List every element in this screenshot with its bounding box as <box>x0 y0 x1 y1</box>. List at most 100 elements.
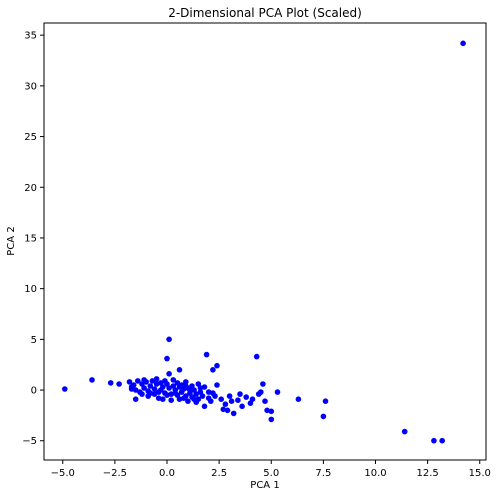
data-point <box>212 393 218 399</box>
data-point <box>147 383 154 389</box>
data-point <box>89 377 95 383</box>
y-tick-label: 10 <box>24 284 37 295</box>
y-axis-label: PCA 2 <box>6 226 17 255</box>
data-point <box>205 389 212 395</box>
data-point <box>228 398 235 405</box>
x-tick-label: 0.0 <box>159 468 175 479</box>
data-point <box>180 395 187 402</box>
data-point <box>268 408 275 415</box>
data-point <box>107 380 114 386</box>
data-point <box>208 398 214 405</box>
data-point <box>431 437 437 444</box>
data-point <box>439 437 446 444</box>
data-point <box>260 381 266 387</box>
data-point <box>193 391 199 397</box>
data-point <box>153 381 160 387</box>
x-tick-label: 7.5 <box>315 468 331 479</box>
data-point <box>174 380 181 386</box>
x-tick-label: 12.5 <box>416 468 438 479</box>
data-point <box>224 407 231 414</box>
data-point <box>243 394 249 400</box>
data-point <box>258 389 264 395</box>
y-tick-label: 25 <box>24 132 37 143</box>
x-tick-label: 5.0 <box>263 468 279 479</box>
data-point <box>158 387 164 393</box>
data-point <box>128 386 135 392</box>
data-point <box>151 386 158 392</box>
data-point <box>151 391 158 397</box>
data-point <box>149 378 156 384</box>
data-point <box>162 378 168 384</box>
data-point <box>166 371 172 377</box>
data-point <box>274 389 281 395</box>
data-point <box>141 385 147 391</box>
data-point <box>147 390 154 396</box>
y-tick-label: 35 <box>24 31 37 42</box>
data-point <box>320 413 327 420</box>
data-point <box>226 393 233 399</box>
data-point <box>160 396 166 403</box>
data-point <box>178 382 185 388</box>
data-point <box>197 385 204 391</box>
data-point <box>176 367 183 373</box>
data-point <box>185 398 191 405</box>
data-point <box>191 396 197 403</box>
data-point <box>214 382 220 388</box>
data-point <box>237 391 243 397</box>
data-point <box>262 398 268 405</box>
data-point <box>220 406 227 413</box>
data-point <box>222 401 229 408</box>
data-point <box>116 381 122 387</box>
x-tick-label: 2.5 <box>211 468 227 479</box>
data-point <box>187 387 193 393</box>
data-point <box>264 407 270 414</box>
data-point <box>183 383 189 389</box>
x-tick-label: −2.5 <box>103 468 127 479</box>
data-point <box>166 385 172 391</box>
data-point <box>235 397 241 404</box>
data-point <box>166 336 172 343</box>
data-point <box>153 376 160 382</box>
data-point <box>183 379 189 385</box>
y-tick-label: −5 <box>22 436 37 447</box>
x-axis-ticks: −5.0 −2.5 0.0 2.5 5.0 7.5 10.0 12.5 15.0 <box>51 460 491 479</box>
x-tick-label: −5.0 <box>51 468 75 479</box>
data-point <box>168 397 174 404</box>
data-point <box>322 398 329 405</box>
data-point <box>126 379 133 385</box>
data-point <box>141 377 147 383</box>
data-point <box>230 410 237 417</box>
data-point <box>203 351 210 358</box>
y-axis-ticks: −5 0 5 10 15 20 25 30 35 <box>22 31 44 447</box>
data-point <box>170 377 177 383</box>
data-point <box>401 428 408 435</box>
x-tick-label: 10.0 <box>364 468 386 479</box>
data-point <box>199 393 206 399</box>
data-point <box>253 353 260 360</box>
data-point <box>132 396 139 403</box>
data-point <box>210 367 216 373</box>
chart-title: 2-Dimensional PCA Plot (Scaled) <box>168 6 362 20</box>
plot-frame <box>43 22 487 461</box>
data-point <box>135 378 141 384</box>
data-point <box>164 392 170 398</box>
y-tick-label: 30 <box>24 81 37 92</box>
y-tick-label: 0 <box>31 386 37 397</box>
y-tick-label: 20 <box>24 183 37 194</box>
data-point <box>460 40 466 47</box>
y-tick-label: 5 <box>31 335 37 346</box>
data-point <box>239 403 245 410</box>
y-tick-label: 15 <box>24 233 37 244</box>
scatter-points <box>62 40 466 444</box>
data-point <box>164 355 170 362</box>
data-point <box>201 403 208 410</box>
data-point <box>268 416 275 423</box>
data-point <box>139 391 145 397</box>
data-point <box>295 396 302 403</box>
data-point <box>172 390 179 396</box>
data-point <box>214 362 220 369</box>
x-tick-label: 15.0 <box>469 468 491 479</box>
data-point <box>218 396 224 403</box>
data-point <box>249 396 256 403</box>
